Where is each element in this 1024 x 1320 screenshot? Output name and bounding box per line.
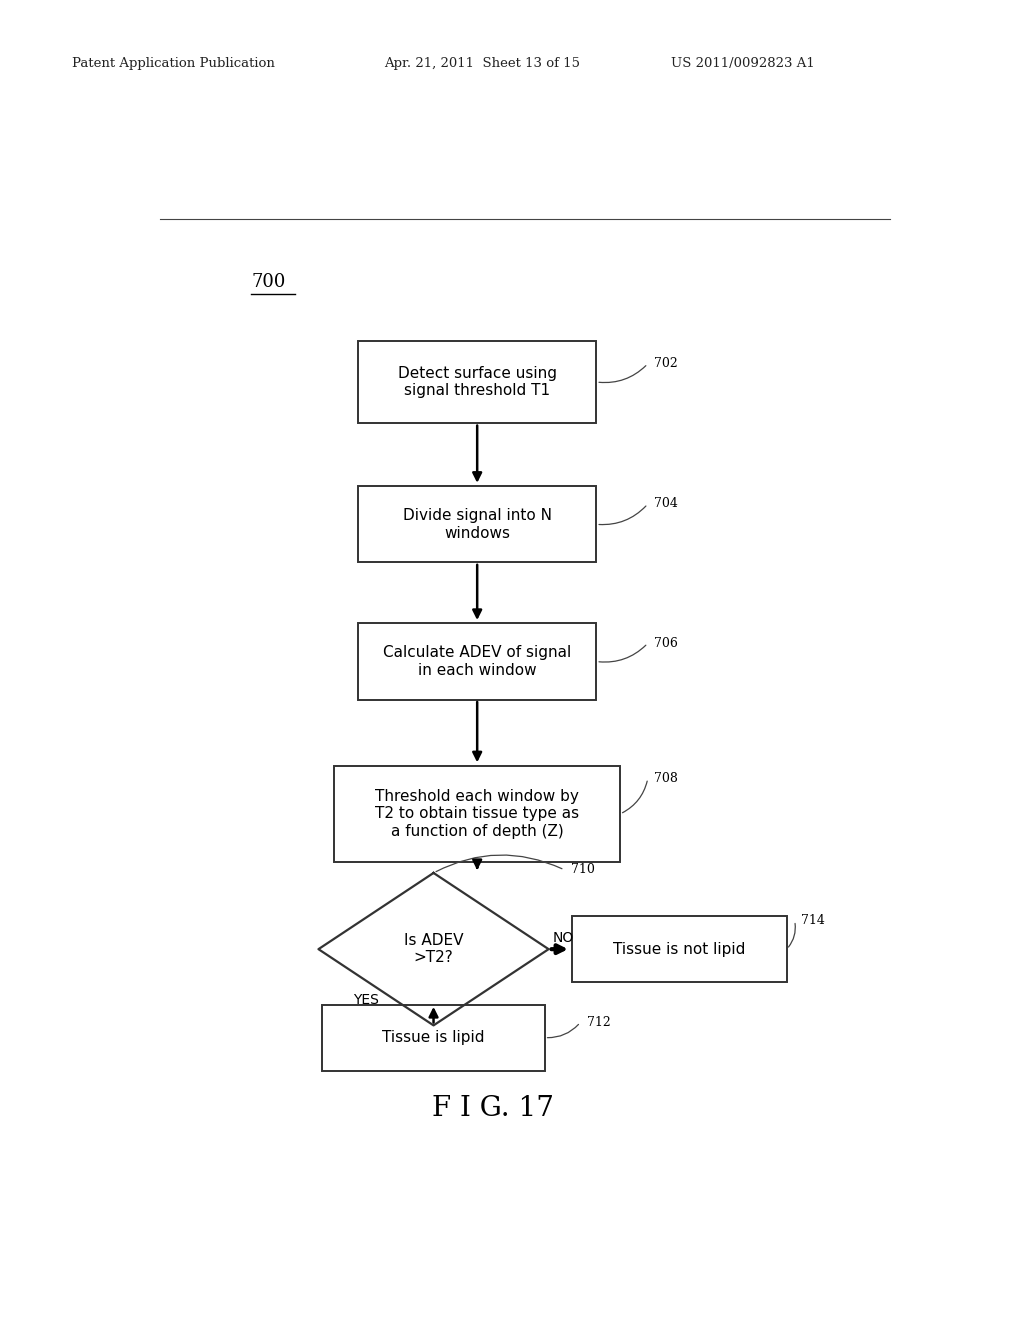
Text: YES: YES (353, 993, 379, 1007)
Text: 702: 702 (654, 358, 678, 370)
Text: Patent Application Publication: Patent Application Publication (72, 57, 274, 70)
Text: NO: NO (552, 931, 573, 945)
Text: F I G. 17: F I G. 17 (432, 1096, 554, 1122)
Text: Apr. 21, 2011  Sheet 13 of 15: Apr. 21, 2011 Sheet 13 of 15 (384, 57, 580, 70)
Text: 706: 706 (654, 636, 678, 649)
FancyBboxPatch shape (572, 916, 786, 982)
Text: Divide signal into N
windows: Divide signal into N windows (402, 508, 552, 540)
Text: Tissue is not lipid: Tissue is not lipid (613, 941, 745, 957)
Text: 712: 712 (587, 1016, 610, 1028)
Text: Detect surface using
signal threshold T1: Detect surface using signal threshold T1 (397, 366, 557, 399)
FancyBboxPatch shape (334, 766, 620, 862)
Text: US 2011/0092823 A1: US 2011/0092823 A1 (671, 57, 814, 70)
Text: Is ADEV
>T2?: Is ADEV >T2? (403, 933, 463, 965)
Text: 710: 710 (570, 863, 595, 876)
Text: 714: 714 (801, 915, 825, 927)
Polygon shape (318, 873, 549, 1026)
FancyBboxPatch shape (358, 623, 596, 700)
FancyBboxPatch shape (358, 486, 596, 562)
Text: 700: 700 (251, 272, 286, 290)
Text: Tissue is lipid: Tissue is lipid (382, 1030, 484, 1045)
FancyBboxPatch shape (323, 1005, 545, 1071)
Text: Threshold each window by
T2 to obtain tissue type as
a function of depth (Z): Threshold each window by T2 to obtain ti… (375, 789, 580, 840)
Text: Calculate ADEV of signal
in each window: Calculate ADEV of signal in each window (383, 645, 571, 677)
Text: 704: 704 (654, 498, 678, 511)
Text: 708: 708 (654, 772, 678, 785)
FancyBboxPatch shape (358, 342, 596, 422)
